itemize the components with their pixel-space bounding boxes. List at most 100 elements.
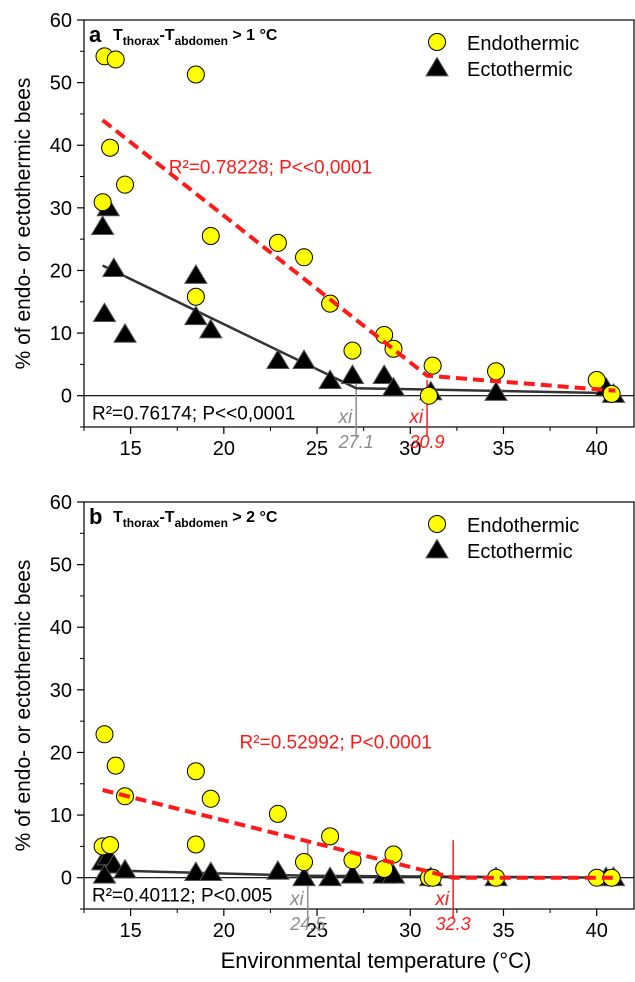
ectothermic-point bbox=[372, 364, 397, 385]
y-tick-label: 20 bbox=[50, 742, 72, 764]
endothermic-point bbox=[186, 835, 205, 854]
breakpoint-value: 27.1 bbox=[338, 432, 374, 452]
ectothermic-point bbox=[101, 257, 126, 277]
panel-letter: a bbox=[89, 22, 102, 47]
endothermic-fit-line bbox=[102, 788, 616, 880]
endothermic-fit-stats: R²=0.52992; P<0.0001 bbox=[240, 733, 432, 754]
ectothermic-point bbox=[318, 866, 343, 887]
breakpoint-value: 24.5 bbox=[289, 914, 326, 934]
y-tick-label: 30 bbox=[50, 198, 72, 220]
ectothermic-point bbox=[265, 859, 290, 880]
y-tick-label: 60 bbox=[50, 10, 72, 32]
endothermic-point bbox=[201, 789, 220, 808]
panel-letter: b bbox=[89, 504, 102, 529]
endothermic-point bbox=[186, 287, 205, 306]
ectothermic-point bbox=[92, 863, 117, 884]
plot-frame bbox=[83, 501, 635, 910]
endothermic-point bbox=[295, 853, 313, 872]
legend-endothermic-marker bbox=[428, 515, 446, 533]
ectothermic-fit-line bbox=[102, 264, 616, 395]
y-tick-label: 40 bbox=[50, 617, 72, 639]
legend-ectothermic-marker bbox=[425, 538, 449, 559]
endothermic-point bbox=[101, 138, 120, 157]
ectothermic-point bbox=[484, 381, 508, 401]
panel-title-part: thorax bbox=[123, 34, 160, 48]
plot-frame bbox=[83, 19, 635, 428]
y-tick-label: 50 bbox=[50, 73, 72, 95]
y-axis-title: % of endo- or ectothermic bees bbox=[12, 560, 35, 852]
breakpoint-symbol: xi bbox=[289, 889, 305, 910]
endothermic-point bbox=[487, 362, 506, 381]
ectothermic-point bbox=[90, 215, 115, 236]
panel-title-part: > 2 °C bbox=[228, 509, 278, 526]
panel-title-part: thorax bbox=[123, 516, 160, 530]
endothermic-point bbox=[95, 725, 114, 744]
endothermic-point bbox=[186, 762, 205, 781]
endothermic-point bbox=[116, 175, 135, 194]
ectothermic-point bbox=[340, 863, 365, 884]
breakpoint-symbol: xi bbox=[408, 407, 424, 428]
breakpoint-symbol: xi bbox=[337, 407, 353, 428]
ectothermic-fit-stats: R²=0.40112; P<0.005 bbox=[92, 886, 272, 907]
endothermic-fit-line bbox=[101, 118, 616, 393]
ectothermic-point bbox=[183, 263, 208, 284]
x-tick-label: 30 bbox=[399, 438, 421, 460]
legend-endothermic-label: Endothermic bbox=[467, 33, 579, 55]
endothermic-point bbox=[587, 371, 606, 390]
ectothermic-point bbox=[92, 302, 117, 323]
legend-ectothermic-label: Ectothermic bbox=[467, 541, 573, 563]
x-tick-label: 20 bbox=[213, 438, 235, 460]
x-tick-label: 35 bbox=[492, 920, 514, 942]
x-tick-label: 25 bbox=[306, 438, 328, 460]
breakpoint-value: 30.9 bbox=[410, 432, 445, 452]
breakpoint-value: 32.3 bbox=[436, 914, 471, 934]
ectothermic-point bbox=[292, 866, 316, 887]
panel-title: Tthorax-Tabdomen > 2 °C bbox=[113, 509, 278, 530]
x-tick-label: 30 bbox=[399, 920, 421, 942]
breakpoint-symbol: xi bbox=[434, 889, 450, 910]
endothermic-point bbox=[101, 836, 120, 855]
endothermic-point bbox=[201, 227, 220, 246]
legend-endothermic-marker bbox=[428, 33, 446, 51]
endothermic-point bbox=[602, 384, 621, 403]
panel-title-part: abdomen bbox=[175, 516, 228, 530]
ectothermic-point bbox=[198, 861, 223, 882]
endothermic-point bbox=[93, 193, 112, 212]
panel-title-part: > 1 °C bbox=[228, 27, 278, 44]
legend-endothermic-label: Endothermic bbox=[467, 515, 579, 537]
panel-b: 0 10 20 30 40 50 60 15 20 25 30 35 40 % of endo- or e… bbox=[12, 492, 635, 942]
endothermic-point bbox=[186, 65, 205, 84]
x-axis-title: Environmental temperature (°C) bbox=[221, 948, 532, 973]
x-tick-label: 25 bbox=[306, 920, 328, 942]
legend-ectothermic-label: Ectothermic bbox=[467, 59, 573, 81]
y-tick-label: 10 bbox=[50, 805, 72, 827]
y-tick-label: 30 bbox=[50, 680, 72, 702]
y-tick-label: 50 bbox=[50, 555, 72, 577]
panel-title-part: T bbox=[113, 509, 123, 526]
endothermic-point bbox=[106, 756, 125, 775]
ectothermic-fit-stats: R²=0.76174; P<<0,0001 bbox=[92, 404, 295, 425]
endothermic-fit-stats: R²=0.78228; P<<0,0001 bbox=[169, 157, 372, 178]
endothermic-point bbox=[419, 386, 438, 405]
y-axis-title: % of endo- or ectothermic bees bbox=[12, 78, 35, 370]
ectothermic-point bbox=[265, 349, 290, 370]
panel-a: 0 10 20 30 40 50 60 15 20 25 30 35 40 % of endo- or e… bbox=[12, 10, 635, 460]
y-tick-label: 60 bbox=[50, 492, 72, 514]
ectothermic-point bbox=[318, 369, 343, 390]
y-tick-label: 0 bbox=[61, 868, 72, 890]
ectothermic-point bbox=[340, 364, 365, 385]
ectothermic-point bbox=[113, 322, 137, 343]
y-tick-label: 40 bbox=[50, 135, 72, 157]
ectothermic-point bbox=[381, 376, 406, 397]
ectothermic-point bbox=[113, 858, 137, 879]
x-tick-label: 15 bbox=[119, 438, 141, 460]
y-tick-label: 20 bbox=[50, 260, 72, 282]
panel-title: Tthorax-Tabdomen > 1 °C bbox=[113, 27, 278, 48]
x-tick-label: 20 bbox=[213, 920, 235, 942]
panel-title-part: -T bbox=[159, 509, 174, 526]
endothermic-point bbox=[343, 341, 362, 360]
ectothermic-point bbox=[183, 305, 208, 326]
endothermic-point bbox=[268, 804, 287, 823]
ectothermic-point bbox=[198, 318, 223, 339]
